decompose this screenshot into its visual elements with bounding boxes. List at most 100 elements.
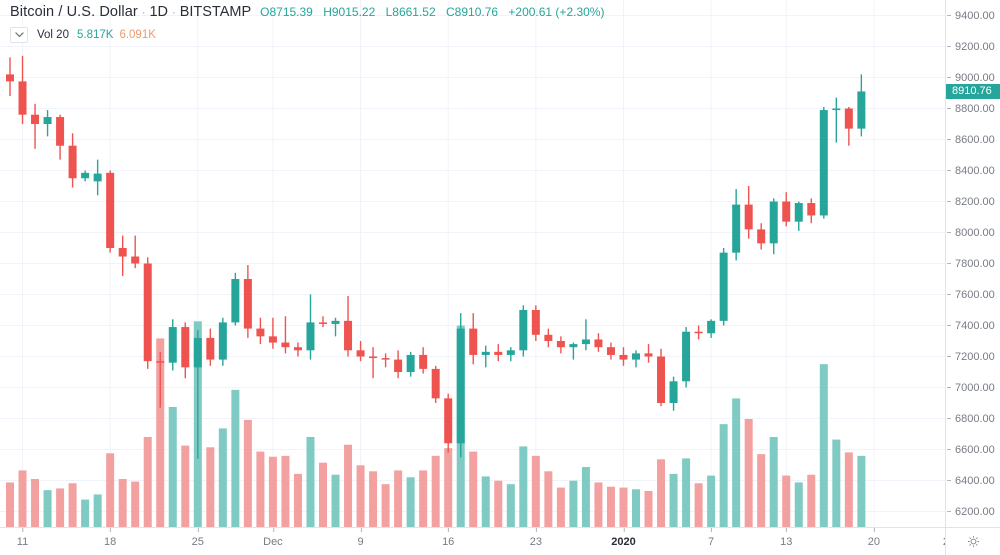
time-tick-label: 11: [17, 528, 28, 548]
candle-body: [694, 331, 703, 334]
symbol-name[interactable]: Bitcoin / U.S. Dollar: [10, 4, 138, 20]
price-tick-label: 6200.00: [946, 505, 1000, 519]
volume-bar: [344, 444, 353, 527]
volume-bar: [206, 447, 215, 527]
candle-body: [619, 354, 628, 360]
volume-bar: [844, 452, 853, 527]
candle-body: [181, 327, 190, 368]
candle-body: [481, 351, 490, 355]
volume-bar: [106, 453, 115, 527]
volume-bar: [81, 499, 90, 527]
candle-body: [782, 201, 791, 222]
volume-bar: [481, 476, 490, 527]
candle-body: [293, 347, 302, 351]
candle-body: [682, 331, 691, 382]
candle-body: [556, 341, 565, 348]
candle-body: [719, 252, 728, 321]
price-tick-label: 8600.00: [946, 133, 1000, 147]
price-tick-label: 8800.00: [946, 102, 1000, 116]
candle-body: [757, 229, 766, 244]
candle-body: [319, 322, 327, 324]
symbol-separator-1: ·: [141, 7, 146, 19]
price-tick-label: 7600.00: [946, 288, 1000, 302]
volume-bar: [431, 455, 440, 527]
ohlc-high: H9015.22: [323, 5, 376, 19]
volume-bar: [281, 455, 290, 527]
candle-body: [93, 173, 102, 182]
volume-bar: [256, 451, 265, 527]
ohlc-open: O8715.39: [260, 5, 313, 19]
candle-body: [769, 201, 778, 244]
candle-body: [807, 203, 816, 216]
candle-body: [844, 108, 853, 129]
candle-body: [281, 342, 290, 348]
time-tick-label: Dec: [263, 528, 283, 548]
volume-bar: [594, 482, 603, 527]
candle-body: [231, 279, 240, 323]
chart-legend: Bitcoin / U.S. Dollar · 1D · BITSTAMP O8…: [10, 4, 604, 43]
volume-bar: [319, 462, 327, 527]
chart-settings-button[interactable]: [945, 527, 1000, 555]
candle-body: [106, 172, 115, 248]
volume-bar: [669, 473, 678, 527]
volume-bar: [807, 474, 816, 527]
candle-body: [569, 344, 578, 348]
candle-body: [131, 256, 140, 264]
volume-bar: [644, 491, 653, 527]
symbol-header: Bitcoin / U.S. Dollar · 1D · BITSTAMP O8…: [10, 4, 604, 20]
chart-plot-area[interactable]: [0, 0, 945, 527]
candle-body: [594, 339, 603, 348]
ohlc-close: C8910.76: [446, 5, 499, 19]
candle-body: [606, 347, 615, 355]
volume-value-ma: 6.091K: [119, 29, 156, 41]
volume-bar: [857, 455, 866, 527]
candle-body: [369, 356, 378, 359]
candle-body: [819, 110, 828, 216]
time-tick-label: 18: [104, 528, 116, 548]
price-tick-label: 8200.00: [946, 195, 1000, 209]
volume-bar: [769, 437, 778, 527]
candle-body: [732, 204, 741, 253]
volume-bar: [619, 487, 628, 527]
candle-body: [707, 320, 716, 334]
volume-bar: [218, 428, 227, 527]
price-tick-label: 9000.00: [946, 71, 1000, 85]
volume-bar: [581, 467, 590, 527]
candle-body: [268, 336, 277, 343]
candle-body: [419, 354, 428, 369]
candle-body: [581, 339, 590, 345]
candle-body: [632, 353, 640, 360]
volume-bar: [381, 484, 390, 527]
volume-bar: [632, 489, 640, 527]
symbol-separator-2: ·: [172, 7, 176, 19]
volume-bar: [331, 474, 340, 527]
candle-body: [356, 350, 365, 357]
current-price-badge[interactable]: 8910.76: [946, 83, 1000, 99]
candle-body: [444, 398, 453, 444]
candle-body: [832, 108, 841, 111]
price-tick-label: 6400.00: [946, 474, 1000, 488]
candle-body: [206, 337, 215, 360]
volume-bar: [181, 445, 190, 527]
volume-bar: [31, 479, 40, 527]
candle-body: [118, 248, 127, 257]
exchange-label[interactable]: BITSTAMP: [179, 4, 252, 20]
price-tick-label: 6600.00: [946, 443, 1000, 457]
chevron-down-icon[interactable]: [10, 27, 28, 43]
volume-bar: [168, 407, 177, 527]
volume-indicator-label[interactable]: Vol 20: [37, 29, 69, 41]
volume-bar: [394, 470, 403, 527]
price-axis[interactable]: 9400.00 9200.00 9000.00 8800.00 8600.00 8400.…: [945, 0, 1000, 527]
candle-body: [31, 114, 40, 124]
volume-bar: [494, 480, 503, 527]
time-axis[interactable]: 111825Dec9162320207132026: [0, 527, 955, 555]
time-tick-label: 13: [780, 528, 792, 548]
ohlc-change: +200.61 (+2.30%): [508, 5, 605, 19]
volume-bar: [268, 456, 277, 527]
interval-label[interactable]: 1D: [149, 4, 169, 20]
candle-body: [18, 81, 27, 115]
candle-body: [331, 320, 340, 324]
candle-body: [81, 172, 90, 179]
volume-bar: [293, 473, 302, 527]
